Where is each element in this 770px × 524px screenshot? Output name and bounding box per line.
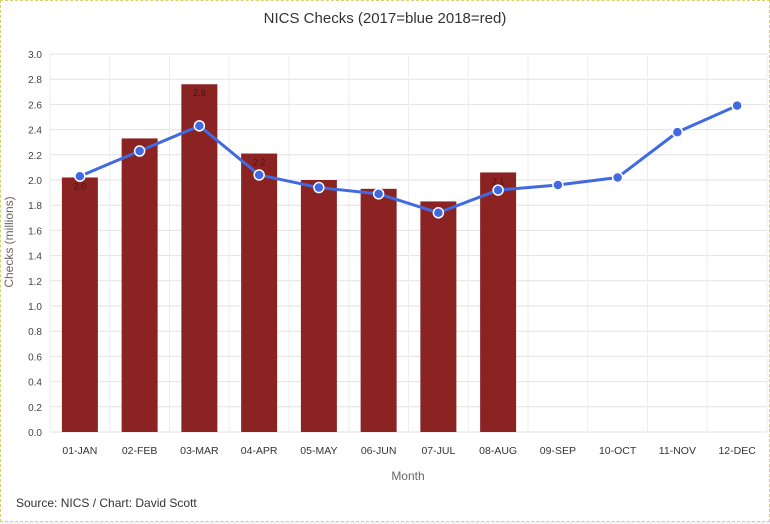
line-point — [492, 184, 504, 196]
bar — [241, 153, 278, 433]
x-tick-label: 04-APR — [241, 445, 278, 457]
line-point — [432, 207, 445, 219]
y-tick-label: 1.8 — [28, 201, 42, 212]
y-tick-label: 0.0 — [28, 428, 42, 439]
bar-layer: 2.0 2.8 2.2 2.1 — [61, 84, 517, 433]
y-tick-label: 3.0 — [28, 50, 42, 61]
grid-layer — [49, 53, 768, 433]
x-tick-label: 05-MAY — [300, 445, 337, 457]
y-tick-label: 0.6 — [28, 352, 42, 363]
line-point — [611, 171, 624, 184]
x-tick-label: 11-NOV — [659, 445, 696, 457]
y-tick-label: 0.8 — [28, 327, 42, 338]
x-tick-label: 02-FEB — [122, 445, 158, 457]
line-point — [372, 188, 385, 200]
bar-data-label: 2.8 — [193, 88, 206, 98]
x-tick-label: 10-OCT — [599, 445, 637, 457]
x-axis-label: Month — [391, 469, 424, 483]
tick-layer: 0.0 0.2 0.4 0.6 0.8 1.0 1.2 1.4 1.6 1.8 2.0 2.2 2.4 2… — [28, 50, 756, 457]
y-tick-label: 2.2 — [28, 151, 42, 162]
bar — [420, 201, 457, 432]
y-axis-label: Checks (millions) — [2, 196, 16, 287]
line-point — [313, 181, 325, 194]
y-tick-label: 1.2 — [28, 277, 42, 288]
line-series-2017 — [79, 104, 738, 215]
y-tick-label: 2.6 — [28, 100, 42, 111]
line-point — [552, 179, 564, 191]
bar — [300, 180, 337, 432]
x-tick-label: 09-SEP — [540, 445, 576, 457]
y-tick-label: 1.0 — [28, 302, 42, 313]
line-point — [671, 126, 684, 138]
line-point — [731, 99, 743, 112]
y-tick-label: 2.8 — [28, 75, 42, 86]
bar-data-label: 2.2 — [253, 158, 266, 168]
line-point — [133, 145, 146, 157]
bar — [121, 138, 158, 433]
y-tick-label: 0.2 — [28, 403, 42, 414]
y-tick-label: 2.4 — [28, 126, 42, 137]
x-tick-label: 12-DEC — [718, 445, 756, 457]
source-note: Source: NICS / Chart: David Scott — [16, 496, 197, 510]
x-tick-label: 01-JAN — [62, 445, 97, 457]
bar-data-label: 2.1 — [492, 176, 505, 186]
bar — [181, 84, 218, 433]
line-layer — [74, 99, 743, 219]
line-point — [74, 170, 86, 182]
bar — [360, 188, 397, 432]
x-tick-label: 08-AUG — [479, 445, 517, 457]
bar — [61, 177, 98, 432]
y-tick-label: 0.4 — [28, 378, 42, 389]
bar — [480, 172, 517, 432]
x-tick-label: 03-MAR — [180, 445, 219, 457]
y-tick-label: 1.4 — [28, 252, 42, 263]
bar-data-label: 2.0 — [74, 181, 87, 191]
line-point — [193, 120, 206, 132]
y-tick-label: 1.6 — [28, 226, 42, 237]
x-tick-label: 06-JUN — [361, 445, 397, 457]
chart-title: NICS Checks (2017=blue 2018=red) — [263, 10, 507, 27]
x-tick-label: 07-JUL — [421, 445, 455, 457]
y-tick-label: 2.0 — [28, 176, 42, 187]
line-point — [253, 169, 265, 181]
